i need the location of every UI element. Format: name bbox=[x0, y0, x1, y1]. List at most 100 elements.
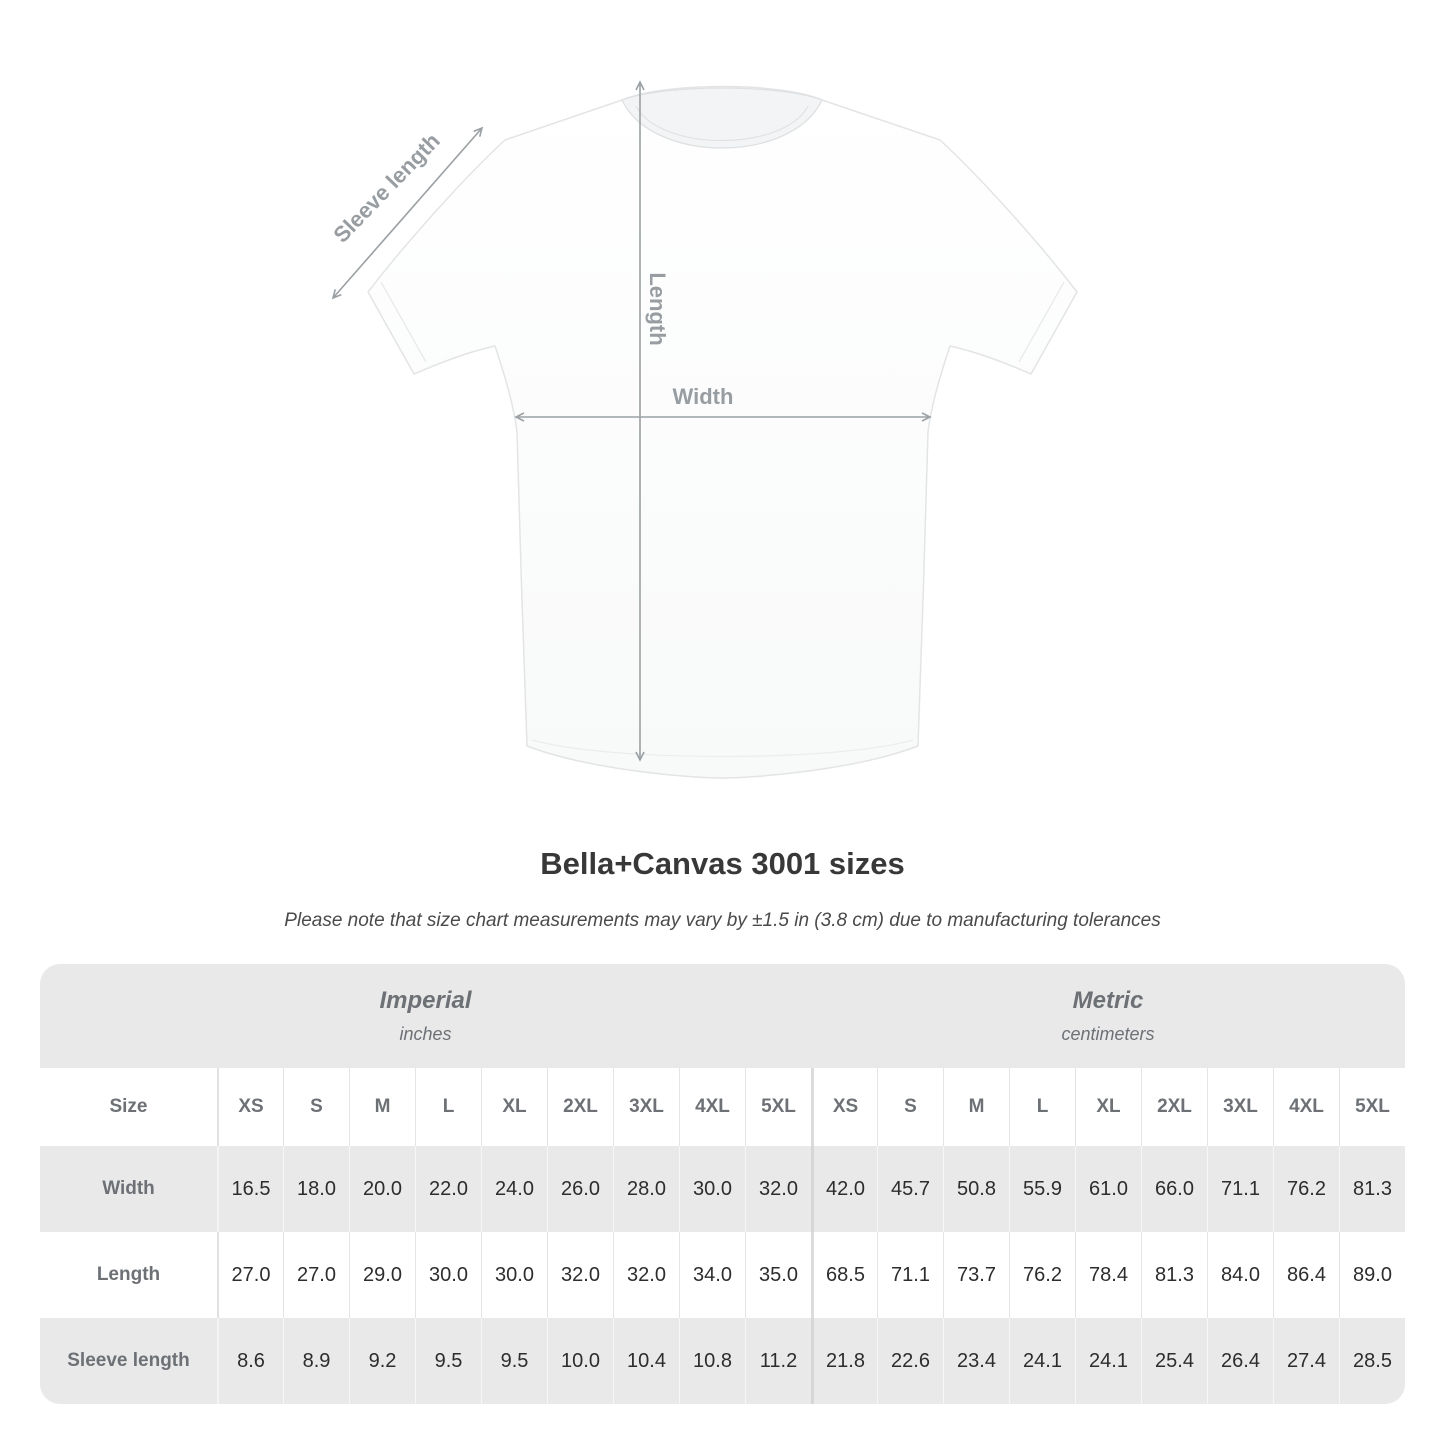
length-label: Length bbox=[645, 272, 670, 345]
imperial-section-header: Imperial inches bbox=[40, 964, 811, 1068]
measurement-cell: 20.0 bbox=[349, 1146, 415, 1232]
measurement-cell: 8.6 bbox=[217, 1318, 283, 1404]
size-table-rows: Size XS S M L XL 2XL 3XL 4XL 5XL XS S M L XL 2XL 3XL 4XL 5… bbox=[40, 1068, 1405, 1404]
measurement-cell: 35.0 bbox=[745, 1232, 811, 1318]
metric-title: Metric bbox=[1072, 987, 1144, 1014]
measurement-cell: 61.0 bbox=[1075, 1146, 1141, 1232]
measurement-cell: 50.8 bbox=[943, 1146, 1009, 1232]
measurement-cell: 32.0 bbox=[547, 1232, 613, 1318]
units-header-band: Imperial inches Metric centimeters bbox=[40, 964, 1405, 1068]
tshirt-hem-seam bbox=[531, 739, 914, 758]
measurement-cell: 28.5 bbox=[1339, 1318, 1405, 1404]
measurement-cell: 34.0 bbox=[679, 1232, 745, 1318]
measurement-cell: 23.4 bbox=[943, 1318, 1009, 1404]
measurement-cell: 24.1 bbox=[1075, 1318, 1141, 1404]
measurement-cell: 8.9 bbox=[283, 1318, 349, 1404]
size-header: 5XL bbox=[745, 1068, 811, 1146]
measurement-cell: 22.0 bbox=[415, 1146, 481, 1232]
measurement-cell: 16.5 bbox=[217, 1146, 283, 1232]
row-label-sleeve-length: Sleeve length bbox=[67, 1350, 190, 1371]
measurement-cell: 24.0 bbox=[481, 1146, 547, 1232]
size-corner-label: Size bbox=[109, 1096, 148, 1117]
measurement-cell: 26.0 bbox=[547, 1146, 613, 1232]
measurement-cell: 27.4 bbox=[1273, 1318, 1339, 1404]
tshirt-illustration bbox=[367, 85, 1078, 779]
measurement-cell: 9.2 bbox=[349, 1318, 415, 1404]
size-table: Imperial inches Metric centimeters Size X… bbox=[40, 964, 1405, 1404]
tshirt-body bbox=[367, 85, 1078, 779]
size-header: 3XL bbox=[613, 1068, 679, 1146]
measurement-cell: 10.0 bbox=[547, 1318, 613, 1404]
measurement-cell: 24.1 bbox=[1009, 1318, 1075, 1404]
measurement-cell: 55.9 bbox=[1009, 1146, 1075, 1232]
metric-units: centimeters bbox=[1061, 1024, 1155, 1044]
size-header: 2XL bbox=[1141, 1068, 1207, 1146]
measurement-cell: 21.8 bbox=[811, 1318, 877, 1404]
size-header: 2XL bbox=[547, 1068, 613, 1146]
measurement-cell: 32.0 bbox=[745, 1146, 811, 1232]
size-header: L bbox=[415, 1068, 481, 1146]
row-label-width: Width bbox=[102, 1178, 155, 1199]
size-header: M bbox=[349, 1068, 415, 1146]
measurement-cell: 81.3 bbox=[1339, 1146, 1405, 1232]
measurement-cell: 66.0 bbox=[1141, 1146, 1207, 1232]
measurement-cell: 73.7 bbox=[943, 1232, 1009, 1318]
measurement-cell: 10.4 bbox=[613, 1318, 679, 1404]
table-row-width: Width 16.5 18.0 20.0 22.0 24.0 26.0 28.0 30.0 32.… bbox=[40, 1146, 1405, 1232]
measurement-cell: 22.6 bbox=[877, 1318, 943, 1404]
sleeve-length-arrow bbox=[331, 126, 484, 300]
measurement-cell: 30.0 bbox=[481, 1232, 547, 1318]
tshirt-right-cuff-seam bbox=[1018, 281, 1065, 363]
size-header: M bbox=[943, 1068, 1009, 1146]
tshirt-collar-seam bbox=[635, 105, 809, 142]
row-label-length: Length bbox=[96, 1264, 161, 1285]
measurement-cell: 28.0 bbox=[613, 1146, 679, 1232]
measurement-cell: 76.2 bbox=[1273, 1146, 1339, 1232]
size-header: L bbox=[1009, 1068, 1075, 1146]
measurement-cell: 30.0 bbox=[679, 1146, 745, 1232]
measurement-cell: 45.7 bbox=[877, 1146, 943, 1232]
table-row-sleeve-length: Sleeve length 8.6 8.9 9.2 9.5 9.5 10.0 10.4 10.8… bbox=[40, 1318, 1405, 1404]
measurement-cell: 71.1 bbox=[1207, 1146, 1273, 1232]
page-title: Bella+Canvas 3001 sizes bbox=[540, 846, 905, 881]
size-header: XS bbox=[217, 1068, 283, 1146]
size-header: 3XL bbox=[1207, 1068, 1273, 1146]
size-header: S bbox=[877, 1068, 943, 1146]
size-header: 5XL bbox=[1339, 1068, 1405, 1146]
imperial-units: inches bbox=[399, 1024, 452, 1044]
tshirt-diagram-svg: Sleeve length Length Width bbox=[328, 80, 1078, 779]
size-header: S bbox=[283, 1068, 349, 1146]
measurement-cell: 26.4 bbox=[1207, 1318, 1273, 1404]
width-label: Width bbox=[673, 384, 734, 409]
measurement-cell: 10.8 bbox=[679, 1318, 745, 1404]
measurement-cell: 27.0 bbox=[217, 1232, 283, 1318]
measurement-cell: 9.5 bbox=[481, 1318, 547, 1404]
measurement-cell: 86.4 bbox=[1273, 1232, 1339, 1318]
tshirt-measurement-diagram: Sleeve length Length Width bbox=[328, 80, 1078, 779]
measurement-cell: 78.4 bbox=[1075, 1232, 1141, 1318]
size-header: XL bbox=[1075, 1068, 1141, 1146]
size-header: 4XL bbox=[1273, 1068, 1339, 1146]
measurement-cell: 30.0 bbox=[415, 1232, 481, 1318]
tolerance-note: Please note that size chart measurements… bbox=[284, 910, 1161, 931]
measurement-cell: 18.0 bbox=[283, 1146, 349, 1232]
table-row-length: Length 27.0 27.0 29.0 30.0 30.0 32.0 32.0 34.0 35… bbox=[40, 1232, 1405, 1318]
measurement-cell: 9.5 bbox=[415, 1318, 481, 1404]
measurement-cell: 89.0 bbox=[1339, 1232, 1405, 1318]
measurement-cell: 27.0 bbox=[283, 1232, 349, 1318]
measurement-cell: 29.0 bbox=[349, 1232, 415, 1318]
size-header: 4XL bbox=[679, 1068, 745, 1146]
imperial-title: Imperial bbox=[379, 987, 472, 1014]
measurement-cell: 84.0 bbox=[1207, 1232, 1273, 1318]
measurement-cell: 81.3 bbox=[1141, 1232, 1207, 1318]
size-header-row: Size XS S M L XL 2XL 3XL 4XL 5XL XS S M L XL 2XL 3XL 4XL 5… bbox=[40, 1068, 1405, 1146]
measurement-cell: 11.2 bbox=[745, 1318, 811, 1404]
measurement-cell: 76.2 bbox=[1009, 1232, 1075, 1318]
measurement-cell: 71.1 bbox=[877, 1232, 943, 1318]
measurement-cell: 42.0 bbox=[811, 1146, 877, 1232]
size-header: XL bbox=[481, 1068, 547, 1146]
metric-section-header: Metric centimeters bbox=[811, 964, 1405, 1068]
measurement-cell: 68.5 bbox=[811, 1232, 877, 1318]
size-header: XS bbox=[811, 1068, 877, 1146]
measurement-cell: 32.0 bbox=[613, 1232, 679, 1318]
